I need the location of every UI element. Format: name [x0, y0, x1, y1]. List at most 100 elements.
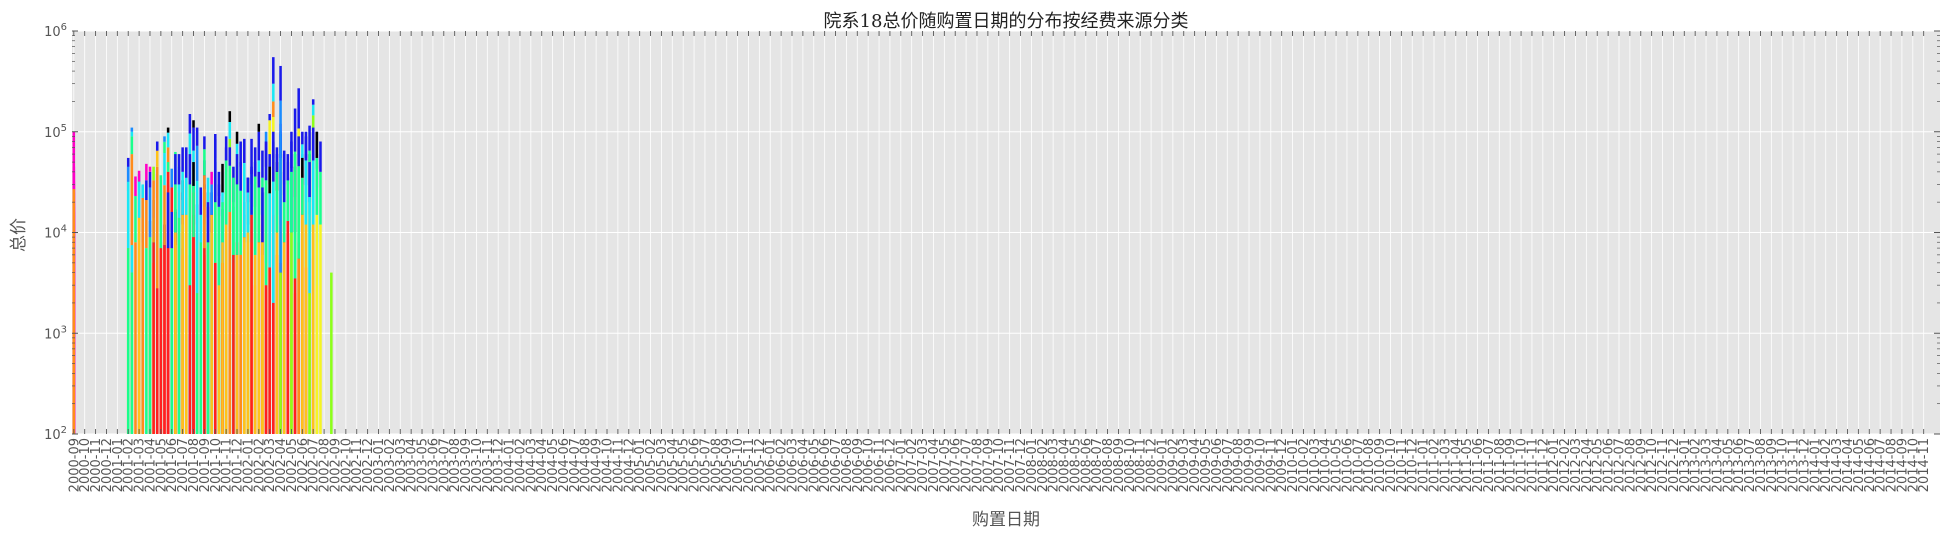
x-tick-label: 2001-02: [122, 438, 137, 492]
bar-segment: [188, 114, 192, 134]
x-tick-label: 2004-08: [579, 438, 594, 492]
bar-segment: [181, 171, 184, 215]
x-tick-label: 2005-07: [698, 438, 713, 492]
bar-segment: [130, 245, 134, 273]
bar-segment: [141, 184, 144, 199]
bar-segment: [243, 162, 246, 238]
x-tick-label: 2010-10: [1384, 438, 1399, 492]
bar-stack: [188, 154, 192, 434]
bar-segment: [126, 248, 130, 434]
y-tick-label: 106: [44, 22, 67, 40]
bar-segment: [275, 171, 279, 233]
x-tick-label: 2002-12: [361, 438, 376, 492]
x-tick-label: 2003-09: [459, 438, 474, 492]
bar-segment: [228, 121, 232, 139]
bar-segment: [330, 272, 333, 434]
x-tick-label: 2011-01: [1417, 438, 1432, 492]
x-tick-label: 2013-04: [1710, 438, 1725, 492]
bar-segment: [304, 160, 308, 225]
bar-stack: [319, 141, 322, 434]
x-tick-label: 2010-02: [1297, 438, 1312, 492]
x-tick-label: 2007-07: [960, 438, 975, 492]
x-tick-label: 2001-04: [143, 438, 158, 492]
bar-segment: [232, 254, 235, 434]
x-tick-label: 2004-03: [524, 438, 539, 492]
bar-segment: [174, 184, 177, 233]
bar-segment: [224, 224, 228, 434]
x-tick-label: 2012-12: [1667, 438, 1682, 492]
x-axis-label: 购置日期: [972, 510, 1040, 530]
bar-stack: [155, 141, 159, 434]
bar-segment: [268, 193, 271, 268]
x-tick-label: 2001-08: [187, 438, 202, 492]
x-tick-label: 2012-02: [1558, 438, 1573, 492]
x-tick-label: 2014-03: [1830, 438, 1845, 492]
x-tick-label: 2008-01: [1025, 438, 1040, 492]
x-tick-label: 2004-10: [601, 438, 616, 492]
x-tick-label: 2012-08: [1623, 438, 1638, 492]
bar-stack: [290, 141, 293, 434]
bar-stack: [181, 147, 184, 434]
bar-stack: [126, 166, 130, 434]
x-tick-label: 2014-09: [1895, 438, 1910, 492]
x-tick-label: 2013-08: [1754, 438, 1769, 492]
bar-segment: [257, 187, 261, 243]
bar-segment: [235, 131, 239, 144]
bar-segment: [261, 242, 264, 434]
y-tick-label: 103: [44, 324, 67, 342]
bar-segment: [253, 176, 257, 255]
bar-segment: [221, 163, 224, 193]
bar-segment: [224, 160, 228, 225]
bar-stack: [192, 162, 195, 434]
y-tick-label: 104: [44, 224, 67, 242]
x-tick-label: 2012-07: [1612, 438, 1627, 492]
x-tick-label: 2001-05: [154, 438, 169, 492]
bar-segment: [214, 202, 217, 263]
bar-segment: [155, 150, 159, 167]
x-tick-label: 2013-11: [1787, 438, 1802, 492]
x-tick-label: 2005-09: [720, 438, 735, 492]
bar-stack: [261, 187, 264, 434]
bar-segment: [264, 180, 268, 286]
x-tick-label: 2007-09: [981, 438, 996, 492]
bar-segment: [210, 184, 213, 215]
bar-segment: [268, 267, 271, 434]
x-tick-label: 2003-05: [416, 438, 431, 492]
x-tick-label: 2008-02: [1036, 438, 1051, 492]
bar-segment: [170, 248, 174, 434]
x-tick-label: 2013-05: [1721, 438, 1736, 492]
bar-segment: [206, 202, 210, 243]
bar-segment: [155, 141, 159, 151]
x-tick-label: 2014-08: [1885, 438, 1900, 492]
x-tick-label: 2003-06: [426, 438, 441, 492]
bar-segment: [217, 206, 221, 286]
bar-segment: [257, 123, 261, 132]
x-tick-label: 2007-02: [905, 438, 920, 492]
x-tick-label: 2001-12: [231, 438, 246, 492]
x-tick-label: 2003-04: [405, 438, 420, 492]
bar-segment: [163, 245, 166, 434]
x-tick-label: 2012-04: [1580, 438, 1595, 492]
bar-segment: [126, 166, 130, 182]
bar-segment: [152, 166, 155, 181]
bar-segment: [192, 120, 195, 128]
x-tick-label: 2004-06: [557, 438, 572, 492]
bar-stack: [297, 136, 300, 434]
x-tick-label: 2009-10: [1253, 438, 1268, 492]
x-tick-label: 2011-09: [1504, 438, 1519, 492]
bar-stack: [134, 176, 137, 434]
bar-segment: [195, 145, 199, 181]
bar-segment: [159, 175, 163, 249]
bar-stack: [293, 108, 297, 434]
bar-segment: [192, 162, 195, 186]
bar-segment: [304, 131, 308, 161]
x-tick-label: 2014-07: [1874, 438, 1889, 492]
bar-segment: [246, 232, 250, 434]
bar-segment: [308, 197, 311, 294]
bar-segment: [282, 202, 286, 243]
bar-segment: [311, 104, 315, 116]
x-tick-label: 2006-02: [775, 438, 790, 492]
x-tick-label: 2008-04: [1058, 438, 1073, 492]
bar-segment: [319, 171, 322, 225]
bar-stack: [315, 131, 319, 434]
